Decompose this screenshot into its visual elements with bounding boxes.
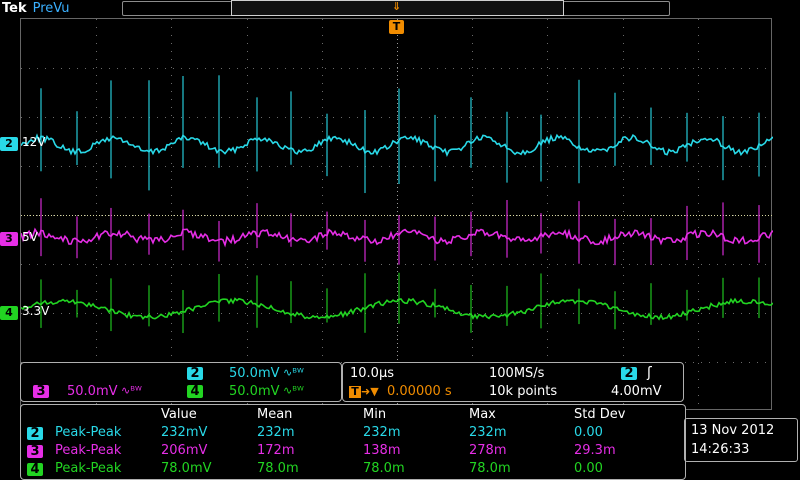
measurements-panel[interactable]: Value Mean Min Max Std Dev 2 Peak-Peak 2… xyxy=(20,404,686,480)
brand-logo: Tek PreVu xyxy=(2,1,70,16)
trigger-source-badge: 2 xyxy=(621,367,637,380)
vertical-settings-panel[interactable]: 2 50.0mV ∿ᴮᵂ 3 50.0mV ∿ᴮᵂ 4 50.0mV ∿ᴮᵂ xyxy=(20,362,342,402)
header-min: Min xyxy=(363,407,387,422)
measurement-row[interactable]: 2 Peak-Peak 232mV 232m 232m 232m 0.00 xyxy=(21,425,685,441)
row-min: 138m xyxy=(363,443,401,458)
row-max: 278m xyxy=(469,443,507,458)
row-type: Peak-Peak xyxy=(55,443,122,458)
channel-4-rail-label: 3.3V xyxy=(22,304,50,318)
trigger-level: 4.00mV xyxy=(611,384,662,399)
header-mean: Mean xyxy=(257,407,293,422)
horizontal-settings-panel[interactable]: 10.0µs 100MS/s 2 ʃ T ➜▼ 0.00000 s 10k poi… xyxy=(342,362,684,402)
trigger-position-icon: T ➜▼ xyxy=(349,385,379,398)
row-mean: 172m xyxy=(257,443,295,458)
time-label: 14:26:33 xyxy=(691,442,750,457)
row-max: 78.0m xyxy=(469,461,511,476)
header-value: Value xyxy=(161,407,197,422)
channel-4-marker[interactable]: 4 xyxy=(0,306,18,320)
channel-3-rail-label: 5V xyxy=(22,230,38,244)
date-label: 13 Nov 2012 xyxy=(691,423,775,438)
channel-4-trace xyxy=(21,297,773,321)
row-min: 232m xyxy=(363,425,401,440)
ch4-scale: 50.0mV xyxy=(229,384,280,399)
ch4-badge: 4 xyxy=(187,385,203,398)
ch2-scale: 50.0mV xyxy=(229,366,280,381)
row-value: 78.0mV xyxy=(161,461,212,476)
trigger-position-marker[interactable]: ⇓ T xyxy=(388,0,405,36)
row-mean: 232m xyxy=(257,425,295,440)
brand-text: Tek xyxy=(2,1,27,16)
top-status-bar: Tek PreVu xyxy=(0,0,800,18)
row-max: 232m xyxy=(469,425,507,440)
row-std: 29.3m xyxy=(574,443,616,458)
row-min: 78.0m xyxy=(363,461,405,476)
channel-2-marker[interactable]: 2 xyxy=(0,137,18,151)
ch2-badge: 2 xyxy=(187,367,203,380)
channel-3-marker[interactable]: 3 xyxy=(0,232,18,246)
row-value: 232mV xyxy=(161,425,208,440)
date-time-display: 13 Nov 2012 14:26:33 xyxy=(684,418,798,462)
row-ch-badge: 3 xyxy=(27,445,43,458)
ch4-coupling-icon: ∿ᴮᵂ xyxy=(283,384,304,397)
header-std-dev: Std Dev xyxy=(574,407,626,422)
measurement-row[interactable]: 4 Peak-Peak 78.0mV 78.0m 78.0m 78.0m 0.0… xyxy=(21,461,685,477)
ch3-coupling-icon: ∿ᴮᵂ xyxy=(121,384,142,397)
record-length: 10k points xyxy=(489,384,558,399)
ch3-badge: 3 xyxy=(33,385,49,398)
waveform-display xyxy=(21,19,773,411)
time-scale: 10.0µs xyxy=(350,366,394,381)
header-max: Max xyxy=(469,407,496,422)
trigger-t-icon: T xyxy=(389,20,404,34)
row-type: Peak-Peak xyxy=(55,461,122,476)
waveform-graticule[interactable] xyxy=(20,18,773,411)
acquisition-mode-label: PreVu xyxy=(32,1,70,16)
trigger-position: 0.00000 s xyxy=(387,384,452,399)
ch2-coupling-icon: ∿ᴮᵂ xyxy=(283,366,304,379)
measurement-row[interactable]: 3 Peak-Peak 206mV 172m 138m 278m 29.3m xyxy=(21,443,685,459)
row-std: 0.00 xyxy=(574,461,603,476)
channel-2-trace xyxy=(21,133,773,157)
channel-3-trace xyxy=(21,227,773,248)
trigger-slope-icon: ʃ xyxy=(647,365,652,381)
channel-2-rail-label: 12V xyxy=(22,135,46,149)
row-value: 206mV xyxy=(161,443,208,458)
row-ch-badge: 4 xyxy=(27,463,43,476)
sample-rate: 100MS/s xyxy=(489,366,545,381)
row-mean: 78.0m xyxy=(257,461,299,476)
row-std: 0.00 xyxy=(574,425,603,440)
row-type: Peak-Peak xyxy=(55,425,122,440)
ch3-scale: 50.0mV xyxy=(67,384,118,399)
trigger-arrow-icon: ⇓ xyxy=(391,0,402,13)
row-ch-badge: 2 xyxy=(27,427,43,440)
record-view-window[interactable] xyxy=(231,0,564,16)
